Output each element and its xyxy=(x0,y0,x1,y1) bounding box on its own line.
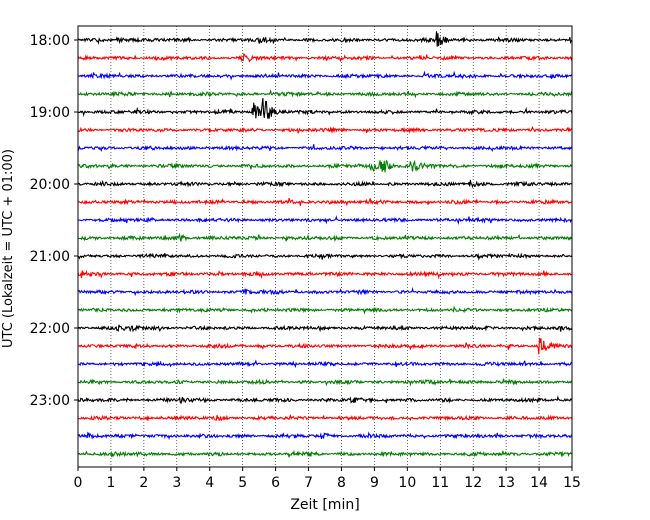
trace-2000 xyxy=(77,179,573,189)
x-tick-label-0: 0 xyxy=(74,475,83,491)
x-tick-label-5: 5 xyxy=(238,475,247,491)
trace-1930 xyxy=(77,144,573,153)
trace-2130 xyxy=(77,286,573,297)
y-tick-label-2100: 21:00 xyxy=(30,249,70,265)
trace-2300 xyxy=(77,395,573,405)
x-tick-label-10: 10 xyxy=(398,475,416,491)
trace-2200 xyxy=(77,324,573,333)
x-tick-label-4: 4 xyxy=(205,475,214,491)
trace-lines xyxy=(77,31,573,458)
x-tick-label-8: 8 xyxy=(337,475,346,491)
x-tick-label-11: 11 xyxy=(431,475,449,491)
x-tick-label-7: 7 xyxy=(304,475,313,491)
x-tick-label-2: 2 xyxy=(139,475,148,491)
trace-2015 xyxy=(77,198,573,207)
trace-2345 xyxy=(77,449,573,458)
y-axis-label: UTC (Lokalzeit = UTC + 01:00) xyxy=(1,149,16,348)
x-axis-label: Zeit [min] xyxy=(290,497,359,513)
x-tick-label-3: 3 xyxy=(172,475,181,491)
trace-2045 xyxy=(77,232,573,242)
trace-2030 xyxy=(77,215,573,225)
x-tick-label-14: 14 xyxy=(530,475,548,491)
trace-2230 xyxy=(77,359,573,369)
y-tick-label-1800: 18:00 xyxy=(30,33,70,49)
trace-1915 xyxy=(77,126,573,134)
trace-1900 xyxy=(77,98,573,119)
y-axis-ticks: 18:00 19:00 20:00 21:00 22:00 23:00 xyxy=(30,33,78,409)
y-tick-label-2000: 20:00 xyxy=(30,177,70,193)
x-tick-label-6: 6 xyxy=(271,475,280,491)
trace-2245 xyxy=(77,378,573,387)
y-tick-label-2300: 23:00 xyxy=(30,393,70,409)
trace-2100 xyxy=(77,252,573,261)
x-tick-label-15: 15 xyxy=(563,475,581,491)
x-tick-label-9: 9 xyxy=(370,475,379,491)
y-tick-label-1900: 19:00 xyxy=(30,105,70,121)
trace-1845 xyxy=(77,88,573,99)
trace-2145 xyxy=(77,305,573,315)
trace-2330 xyxy=(77,431,573,441)
trace-1830 xyxy=(77,70,573,81)
x-tick-label-12: 12 xyxy=(464,475,482,491)
x-tick-label-1: 1 xyxy=(106,475,115,491)
trace-2115 xyxy=(77,270,573,280)
x-tick-label-13: 13 xyxy=(497,475,515,491)
plot-frame xyxy=(77,25,573,468)
trace-2315 xyxy=(77,413,573,422)
trace-1815 xyxy=(77,52,573,63)
y-tick-label-2200: 22:00 xyxy=(30,321,70,337)
trace-1945 xyxy=(77,159,573,173)
trace-2215 xyxy=(77,337,573,355)
x-axis-ticks: 0 1 2 3 4 5 6 7 8 9 10 11 12 13 14 15 xyxy=(74,467,581,491)
trace-1800 xyxy=(77,31,573,47)
